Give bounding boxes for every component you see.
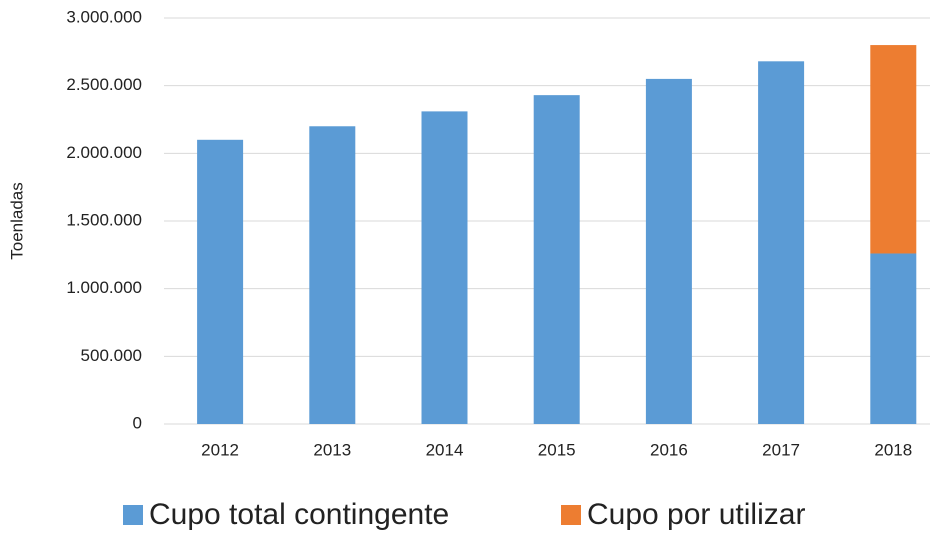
bar bbox=[421, 111, 468, 424]
y-tick-label: 1.500.000 bbox=[66, 210, 142, 229]
x-tick-label: 2017 bbox=[762, 440, 800, 459]
y-tick-label: 500.000 bbox=[81, 346, 142, 365]
bar bbox=[758, 61, 805, 424]
legend-label: Cupo por utilizar bbox=[587, 498, 805, 531]
bar bbox=[645, 78, 692, 425]
legend-label: Cupo total contingente bbox=[149, 498, 449, 531]
x-tick-label: 2012 bbox=[201, 440, 239, 459]
y-tick-label: 1.000.000 bbox=[66, 278, 142, 297]
y-tick-label: 0 bbox=[133, 413, 142, 432]
bar bbox=[870, 45, 917, 254]
y-axis-label: Toenladas bbox=[7, 182, 26, 260]
x-tick-label: 2016 bbox=[650, 440, 688, 459]
bar bbox=[870, 253, 917, 424]
y-tick-label: 2.500.000 bbox=[66, 75, 142, 94]
x-tick-label: 2018 bbox=[874, 440, 912, 459]
bar bbox=[197, 139, 244, 425]
bar bbox=[533, 95, 580, 424]
y-tick-label: 2.000.000 bbox=[66, 143, 142, 162]
legend-swatch bbox=[123, 505, 143, 525]
x-tick-label: 2015 bbox=[538, 440, 576, 459]
bar bbox=[309, 126, 356, 425]
legend-swatch bbox=[561, 505, 581, 525]
y-tick-label: 3.000.000 bbox=[66, 7, 142, 26]
x-tick-label: 2014 bbox=[426, 440, 464, 459]
x-tick-label: 2013 bbox=[313, 440, 351, 459]
